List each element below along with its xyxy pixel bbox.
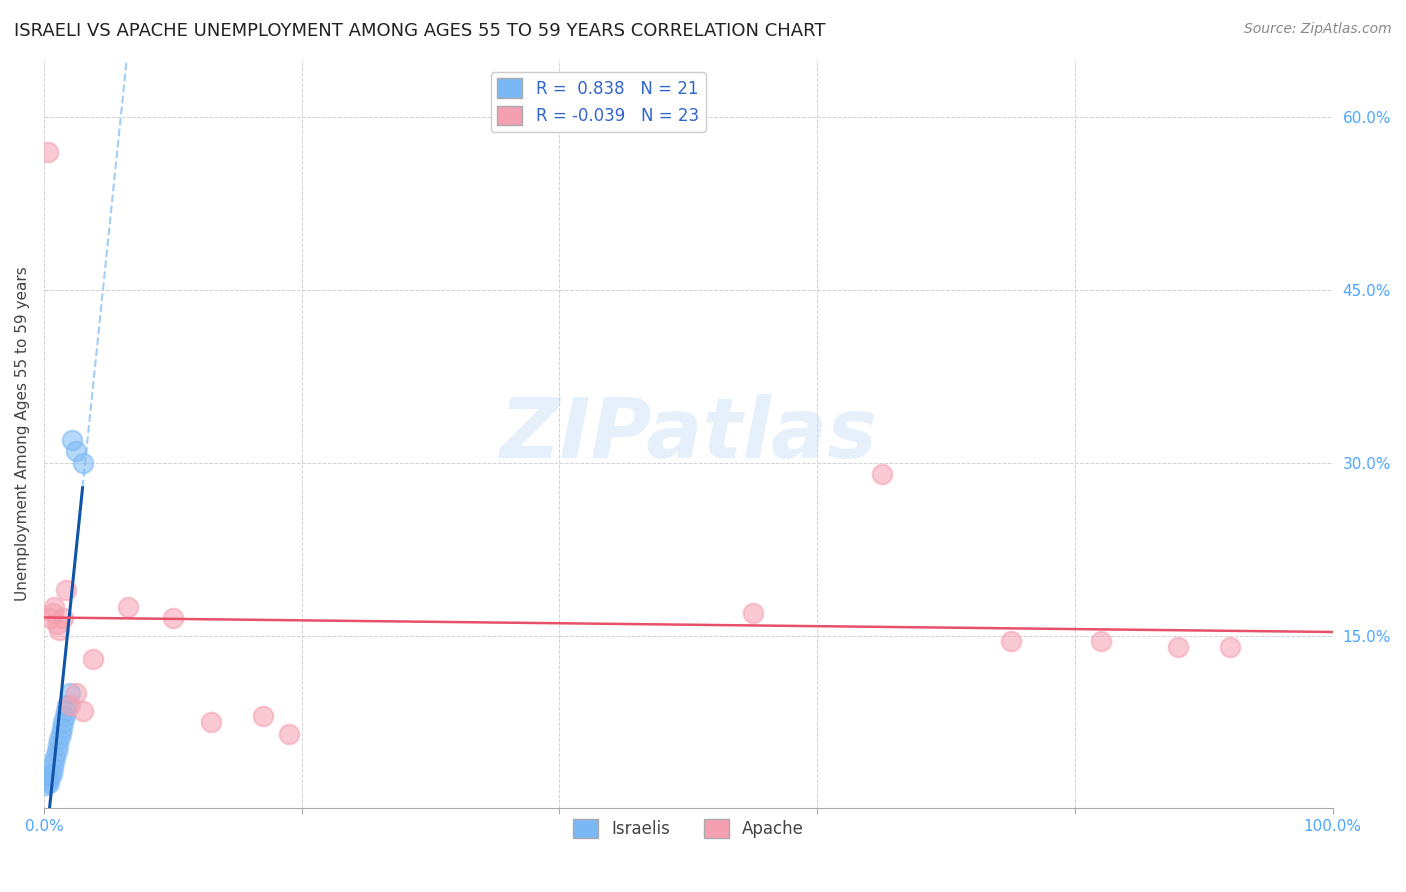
Point — [65, 686, 87, 700]
Point — [741, 606, 763, 620]
Point — [55, 704, 77, 718]
Point — [59, 698, 82, 712]
Point — [162, 611, 184, 625]
Point — [53, 709, 76, 723]
Legend: Israelis, Apache: Israelis, Apache — [567, 813, 810, 845]
Point — [48, 732, 70, 747]
Point — [82, 651, 104, 665]
Point — [48, 623, 70, 637]
Point — [117, 599, 139, 614]
Point — [277, 726, 299, 740]
Point — [60, 433, 83, 447]
Point — [1090, 634, 1112, 648]
Point — [1219, 640, 1241, 655]
Point — [44, 599, 66, 614]
Point — [39, 611, 62, 625]
Point — [35, 778, 58, 792]
Text: Source: ZipAtlas.com: Source: ZipAtlas.com — [1244, 22, 1392, 37]
Point — [38, 776, 60, 790]
Point — [65, 444, 87, 458]
Text: ISRAELI VS APACHE UNEMPLOYMENT AMONG AGES 55 TO 59 YEARS CORRELATION CHART: ISRAELI VS APACHE UNEMPLOYMENT AMONG AGE… — [14, 22, 825, 40]
Point — [44, 756, 66, 770]
Point — [41, 767, 63, 781]
Y-axis label: Unemployment Among Ages 55 to 59 years: Unemployment Among Ages 55 to 59 years — [15, 267, 30, 601]
Point — [46, 738, 69, 752]
Point — [59, 686, 82, 700]
Text: ZIPatlas: ZIPatlas — [499, 393, 877, 475]
Point — [37, 145, 59, 159]
Point — [42, 761, 65, 775]
Point — [42, 606, 65, 620]
Point — [1000, 634, 1022, 648]
Point — [72, 704, 94, 718]
Point — [252, 709, 274, 723]
Point — [55, 582, 77, 597]
Point — [37, 772, 59, 787]
Point — [45, 744, 67, 758]
Point — [72, 456, 94, 470]
Point — [52, 611, 75, 625]
Point — [56, 698, 79, 712]
Point — [52, 714, 75, 729]
Point — [45, 617, 67, 632]
Point — [1167, 640, 1189, 655]
Point — [870, 467, 893, 482]
Point — [200, 714, 222, 729]
Point — [39, 769, 62, 783]
Point — [49, 726, 72, 740]
Point — [44, 749, 66, 764]
Point — [51, 721, 73, 735]
